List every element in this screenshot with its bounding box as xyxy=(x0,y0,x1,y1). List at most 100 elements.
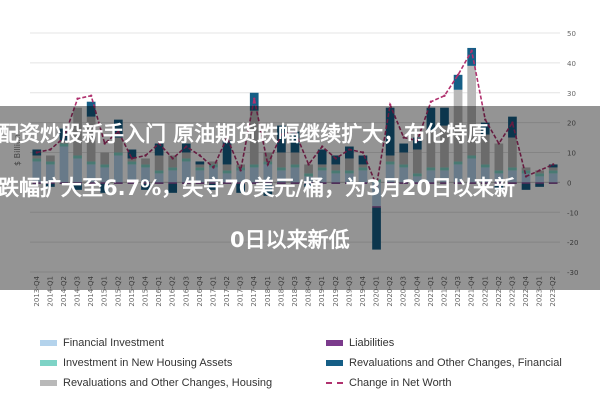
y-tick-label: 0 xyxy=(567,179,571,187)
bar-segment xyxy=(508,137,517,168)
bar-segment xyxy=(141,167,150,183)
bar-segment xyxy=(535,183,544,187)
bar-segment xyxy=(426,167,436,171)
bar-segment xyxy=(168,167,178,171)
x-tick-label: 2015-Q1 xyxy=(101,276,109,307)
net-worth-point xyxy=(307,163,310,166)
legend-label: Revaluations and Other Changes, Housing xyxy=(63,377,273,389)
net-worth-point xyxy=(239,169,242,172)
bar-segment xyxy=(100,152,110,165)
bar-segment xyxy=(277,152,286,168)
x-tick-label: 2019-Q1 xyxy=(318,276,326,307)
bar-segment xyxy=(46,182,55,184)
x-tick-label: 2020-Q3 xyxy=(400,276,408,307)
bar-segment xyxy=(331,170,341,174)
x-tick-label: 2018-Q4 xyxy=(305,275,313,306)
x-tick-label: 2021-Q3 xyxy=(454,276,462,307)
bar-segment xyxy=(236,182,245,184)
bar-segment xyxy=(181,182,191,184)
bar-segment xyxy=(508,116,517,138)
bar-segment xyxy=(222,173,232,183)
net-worth-point xyxy=(361,151,365,154)
legend-label: Financial Investment xyxy=(63,337,164,349)
bar-segment xyxy=(440,167,449,171)
bar-segment xyxy=(290,182,300,184)
y-tick-label: -30 xyxy=(567,269,578,277)
bar-segment xyxy=(290,131,300,153)
legend-swatch xyxy=(40,380,57,386)
bar-segment xyxy=(399,167,409,183)
bar-segment xyxy=(209,182,218,184)
bar-segment xyxy=(304,164,313,174)
x-tick-label: 2015-Q2 xyxy=(114,276,122,307)
bar-segment xyxy=(181,152,191,159)
bar-segment xyxy=(113,155,123,183)
bar-segment xyxy=(73,158,82,183)
bar-segment xyxy=(222,140,232,165)
x-tick-label: 2014-Q3 xyxy=(74,276,82,307)
bar-segment xyxy=(494,182,504,184)
legend-swatch xyxy=(326,340,343,346)
bar-segment xyxy=(222,182,232,184)
bar-segment xyxy=(345,173,354,183)
bar-segment xyxy=(304,173,313,177)
x-tick-label: 2022-Q3 xyxy=(508,276,516,307)
legend-line-swatch xyxy=(326,382,343,384)
bar-segment xyxy=(277,125,286,153)
bar-segment xyxy=(100,183,110,193)
bar-segment xyxy=(46,161,55,165)
bar-segment xyxy=(412,176,422,183)
bar-segment xyxy=(508,167,517,171)
bar-segment xyxy=(290,152,300,165)
y-tick-label: 10 xyxy=(567,150,576,158)
legend-item-revaluations-housing: Revaluations and Other Changes, Housing xyxy=(40,374,272,392)
net-worth-point xyxy=(35,151,38,154)
x-tick-label: 2013-Q4 xyxy=(33,275,41,306)
bar-segment xyxy=(467,47,477,66)
x-tick-label: 2014-Q1 xyxy=(46,276,54,307)
net-worth-point xyxy=(429,100,433,103)
bar-segment xyxy=(154,155,164,171)
bar-segment xyxy=(494,143,504,171)
bar-segment xyxy=(73,155,82,159)
bar-segment xyxy=(73,183,82,190)
x-tick-label: 2021-Q1 xyxy=(427,276,435,307)
bar-segment xyxy=(249,164,259,168)
x-tick-label: 2015-Q3 xyxy=(128,276,136,307)
bar-segment xyxy=(412,149,422,174)
bar-segment xyxy=(141,164,150,168)
bar-segment xyxy=(304,176,313,183)
bar-segment xyxy=(331,173,341,183)
bar-segment xyxy=(331,182,341,184)
bar-segment xyxy=(453,74,463,90)
bar-segment xyxy=(385,107,395,156)
net-worth-line xyxy=(36,48,554,189)
y-tick-label: 20 xyxy=(567,120,576,128)
x-tick-label: 2020-Q1 xyxy=(373,276,381,307)
bar-segment xyxy=(412,182,422,184)
bar-segment xyxy=(494,170,504,174)
bar-segment xyxy=(426,170,436,183)
net-worth-point xyxy=(320,145,324,148)
bar-segment xyxy=(32,158,42,162)
bar-segment xyxy=(100,182,110,184)
bar-segment xyxy=(358,170,368,183)
bar-segment xyxy=(277,170,286,183)
y-tick-label: 50 xyxy=(567,30,576,38)
net-worth-point xyxy=(511,121,514,124)
bar-segment xyxy=(141,158,150,165)
net-worth-point xyxy=(130,157,134,160)
bar-segment xyxy=(304,182,313,184)
bar-segment xyxy=(168,155,178,168)
bar-segment xyxy=(399,182,409,184)
x-tick-label: 2015-Q4 xyxy=(142,275,150,306)
net-worth-point xyxy=(157,142,161,145)
net-worth-point xyxy=(334,157,337,160)
bar-segment xyxy=(113,182,123,184)
bar-segment xyxy=(331,155,341,165)
bar-segment xyxy=(127,182,137,184)
bar-segment xyxy=(209,183,218,190)
bar-segment xyxy=(59,143,69,147)
bar-segment xyxy=(304,183,313,187)
net-worth-point xyxy=(388,103,392,106)
